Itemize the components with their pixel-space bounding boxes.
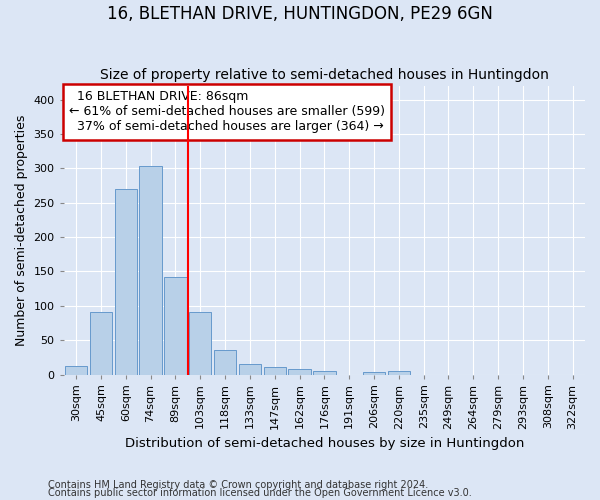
Bar xyxy=(139,166,162,374)
Text: Contains public sector information licensed under the Open Government Licence v3: Contains public sector information licen… xyxy=(48,488,472,498)
Bar xyxy=(313,371,335,374)
X-axis label: Distribution of semi-detached houses by size in Huntingdon: Distribution of semi-detached houses by … xyxy=(125,437,524,450)
Bar xyxy=(214,350,236,374)
Bar xyxy=(164,277,187,374)
Bar xyxy=(388,371,410,374)
Bar xyxy=(189,312,211,374)
Bar xyxy=(289,369,311,374)
Bar xyxy=(115,189,137,374)
Bar xyxy=(239,364,261,374)
Bar xyxy=(363,372,385,374)
Bar xyxy=(65,366,87,374)
Y-axis label: Number of semi-detached properties: Number of semi-detached properties xyxy=(15,114,28,346)
Text: Contains HM Land Registry data © Crown copyright and database right 2024.: Contains HM Land Registry data © Crown c… xyxy=(48,480,428,490)
Bar xyxy=(90,312,112,374)
Text: 16, BLETHAN DRIVE, HUNTINGDON, PE29 6GN: 16, BLETHAN DRIVE, HUNTINGDON, PE29 6GN xyxy=(107,5,493,23)
Title: Size of property relative to semi-detached houses in Huntingdon: Size of property relative to semi-detach… xyxy=(100,68,549,82)
Bar xyxy=(263,367,286,374)
Text: 16 BLETHAN DRIVE: 86sqm
← 61% of semi-detached houses are smaller (599)
  37% of: 16 BLETHAN DRIVE: 86sqm ← 61% of semi-de… xyxy=(69,90,385,134)
